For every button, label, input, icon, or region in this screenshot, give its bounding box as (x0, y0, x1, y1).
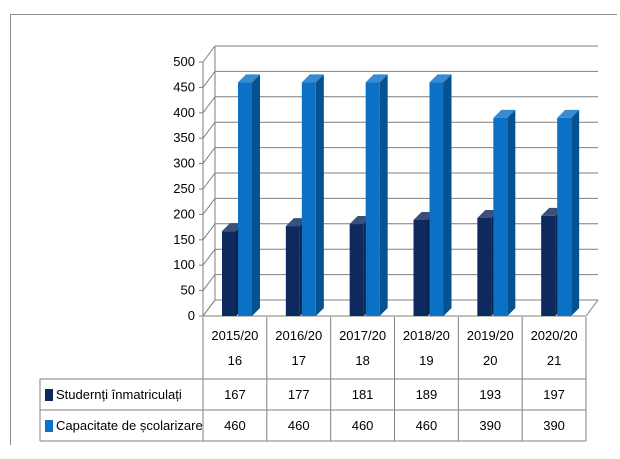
bar-front (301, 82, 316, 316)
legend-key-series-1 (45, 389, 53, 401)
y-tick-label: 250 (173, 181, 195, 196)
gridline-side (202, 147, 216, 164)
category-label: 19 (419, 353, 433, 368)
gridline-side (202, 223, 216, 241)
data-label: 390 (479, 418, 501, 433)
category-label: 2020/20 (531, 328, 578, 343)
bar-side (315, 74, 324, 316)
gridline-side (202, 45, 216, 63)
bar-front (413, 219, 428, 316)
bar-front (493, 117, 508, 316)
bar-side (443, 74, 452, 316)
bar-series-2-cat-6 (557, 109, 580, 316)
legend-label-series-1: Studernți înmatriculați (56, 387, 182, 402)
category-label: 20 (483, 353, 497, 368)
bar-front (238, 82, 252, 316)
y-tick-label: 50 (181, 283, 195, 298)
gridline-side (202, 274, 216, 291)
category-label: 2016/20 (275, 328, 322, 343)
data-label: 181 (352, 387, 374, 402)
bar-series-2-cat-5 (493, 109, 516, 316)
floor-right-edge (585, 299, 599, 317)
data-label: 197 (543, 387, 565, 402)
data-label: 460 (352, 418, 374, 433)
bar-series-2-cat-3 (365, 74, 388, 316)
y-tick-label: 350 (173, 130, 195, 145)
category-label: 16 (228, 353, 242, 368)
gridline-side (202, 96, 216, 114)
y-tick-label: 450 (173, 79, 195, 94)
category-label: 21 (547, 353, 561, 368)
data-label: 460 (224, 418, 246, 433)
gridline-side (202, 248, 216, 266)
data-label: 390 (543, 418, 565, 433)
bar-front (557, 117, 572, 316)
bar-front (429, 82, 444, 316)
data-label: 189 (416, 387, 438, 402)
bar-side (379, 74, 388, 316)
bar-series-2-cat-1 (238, 74, 260, 316)
bar-top (557, 109, 580, 118)
category-label: 2019/20 (467, 328, 514, 343)
data-label: 460 (416, 418, 438, 433)
bar-series-2-cat-2 (301, 74, 324, 316)
data-label: 193 (479, 387, 501, 402)
bar-side (571, 109, 580, 316)
category-label: 18 (355, 353, 369, 368)
y-tick-label: 150 (173, 232, 195, 247)
gridline-side (202, 198, 216, 215)
bar-front (541, 215, 556, 316)
bar-front (477, 217, 492, 316)
y-tick-label: 500 (173, 54, 195, 69)
bar-series-2-cat-4 (429, 74, 452, 316)
bar-top (429, 74, 452, 83)
gridline-side (202, 172, 216, 190)
legend-key-series-2 (45, 420, 53, 432)
bar-front (349, 224, 364, 316)
y-tick-label: 100 (173, 257, 195, 272)
y-tick-label: 0 (188, 308, 195, 323)
data-label: 167 (224, 387, 246, 402)
gridline-side (202, 121, 216, 139)
bar-front (285, 226, 300, 316)
bar-side (507, 109, 516, 316)
bar-side (252, 74, 260, 316)
y-tick-label: 200 (173, 206, 195, 221)
legend-label-series-2: Capacitate de școlarizare (56, 418, 203, 433)
bar-top (365, 74, 388, 83)
gridline-side (202, 71, 216, 88)
category-label: 2017/20 (339, 328, 386, 343)
y-tick-label: 400 (173, 105, 195, 120)
category-label: 2015/20 (211, 328, 258, 343)
data-label: 460 (288, 418, 310, 433)
bar-top (238, 74, 260, 83)
gridline-side (202, 299, 216, 317)
chart-frame (10, 14, 617, 445)
data-label: 177 (288, 387, 310, 402)
bar-top (301, 74, 324, 83)
y-tick-label: 300 (173, 156, 195, 171)
category-label: 2018/20 (403, 328, 450, 343)
category-label: 17 (292, 353, 306, 368)
bar-front (365, 82, 380, 316)
bar-front (222, 231, 236, 316)
bar-top (493, 109, 516, 118)
